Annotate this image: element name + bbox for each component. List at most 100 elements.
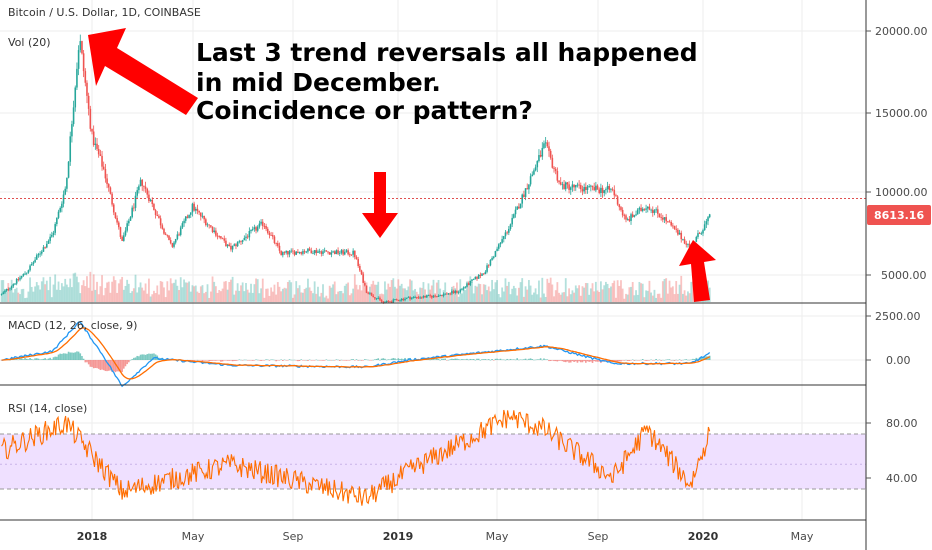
volume-bar: [114, 280, 117, 302]
macd-histogram-bar: [377, 358, 380, 360]
candle-body: [462, 287, 465, 289]
candle-body: [318, 251, 321, 253]
candle-body: [345, 250, 348, 252]
volume-bar: [561, 292, 564, 302]
volume-bar: [228, 281, 231, 302]
macd-histogram-bar: [330, 360, 333, 361]
macd-histogram-bar: [126, 360, 128, 365]
macd-histogram-bar: [333, 360, 336, 361]
candle-body: [660, 217, 662, 218]
volume-bar: [635, 290, 637, 302]
macd-histogram-bar: [585, 360, 587, 363]
volume-bar: [539, 297, 542, 302]
macd-histogram-bar: [350, 359, 353, 360]
volume-bar: [675, 281, 678, 302]
candle-body: [489, 259, 492, 266]
macd-histogram-bar: [231, 360, 234, 362]
macd-histogram-bar: [489, 359, 492, 361]
annotation-text: Last 3 trend reversals all happened in m…: [196, 38, 698, 125]
macd-histogram-bar: [348, 360, 351, 361]
macd-histogram-bar: [54, 356, 56, 360]
macd-histogram-bar: [389, 359, 391, 360]
macd-histogram-bar: [136, 355, 138, 360]
volume-bar: [12, 292, 15, 302]
volume-bar: [64, 278, 67, 302]
volume-bar: [353, 274, 356, 302]
volume-bar: [168, 290, 170, 302]
volume-bar: [305, 287, 308, 302]
candle-body: [241, 240, 244, 242]
volume-bar: [307, 278, 309, 302]
candle-body: [375, 298, 378, 300]
candle-body: [5, 288, 8, 291]
candle-body: [658, 213, 661, 218]
volume-bar: [328, 285, 331, 302]
candle-body: [30, 263, 33, 266]
volume-bar: [638, 281, 641, 302]
candle-body: [502, 236, 505, 240]
macd-histogram-bar: [563, 360, 565, 362]
macd-histogram-bar: [250, 360, 252, 361]
candle-body: [263, 226, 266, 227]
volume-bar: [298, 285, 301, 302]
candle-body: [549, 150, 552, 158]
macd-histogram-bar: [518, 359, 520, 361]
candle-body: [548, 146, 550, 151]
macd-histogram-bar: [397, 358, 400, 360]
candle-body: [10, 286, 13, 289]
macd-histogram-bar: [382, 358, 385, 360]
volume-bar: [77, 282, 80, 302]
macd-histogram-bar: [690, 359, 693, 361]
volume-bar: [596, 290, 599, 302]
candle-body: [27, 270, 30, 273]
candle-body: [183, 220, 185, 224]
candle-body: [246, 236, 249, 238]
macd-histogram-bar: [225, 360, 227, 361]
volume-bar: [641, 283, 644, 302]
candle-body: [310, 250, 313, 254]
candle-body: [581, 189, 584, 192]
volume-bar: [261, 278, 264, 302]
candle-body: [359, 266, 361, 271]
candle-body: [469, 280, 472, 285]
macd-histogram-bar: [685, 359, 688, 360]
macd-histogram-bar: [551, 360, 554, 361]
macd-histogram-bar: [702, 357, 704, 360]
volume-bars: [0, 271, 711, 302]
macd-histogram-bar: [678, 359, 681, 360]
macd-tick-label: 2500.00: [875, 310, 921, 323]
macd-histogram-bar: [476, 358, 478, 360]
candle-body: [266, 228, 269, 233]
candle-body: [447, 293, 450, 295]
candle-body: [412, 297, 415, 298]
volume-bar: [144, 283, 147, 302]
volume-bar: [303, 289, 306, 302]
volume-bar: [72, 273, 75, 302]
volume-bar: [132, 288, 135, 302]
candle-body: [134, 195, 137, 208]
candle-body: [66, 177, 68, 189]
candle-body: [613, 189, 616, 196]
candle-body: [476, 276, 478, 279]
candle-body: [395, 299, 398, 301]
volume-bar: [660, 297, 663, 302]
volume-bar: [519, 282, 522, 302]
candle-body: [191, 203, 194, 213]
macd-histogram-bar: [486, 359, 488, 361]
candle-body: [631, 214, 634, 217]
volume-bar: [179, 277, 182, 302]
macd-axis: 2500.00 0.00: [866, 310, 921, 367]
volume-bar: [245, 283, 247, 302]
volume-bar: [194, 285, 197, 302]
macd-histogram-bar: [332, 359, 334, 361]
volume-bar: [290, 282, 293, 302]
volume-bar: [661, 281, 664, 302]
macd-histogram-bar: [256, 359, 259, 361]
volume-bar: [594, 281, 597, 302]
macd-histogram-bar: [206, 360, 209, 361]
candle-body: [397, 299, 400, 301]
candle-body: [638, 207, 641, 210]
candle-body: [633, 215, 636, 217]
volume-bar: [243, 291, 246, 302]
